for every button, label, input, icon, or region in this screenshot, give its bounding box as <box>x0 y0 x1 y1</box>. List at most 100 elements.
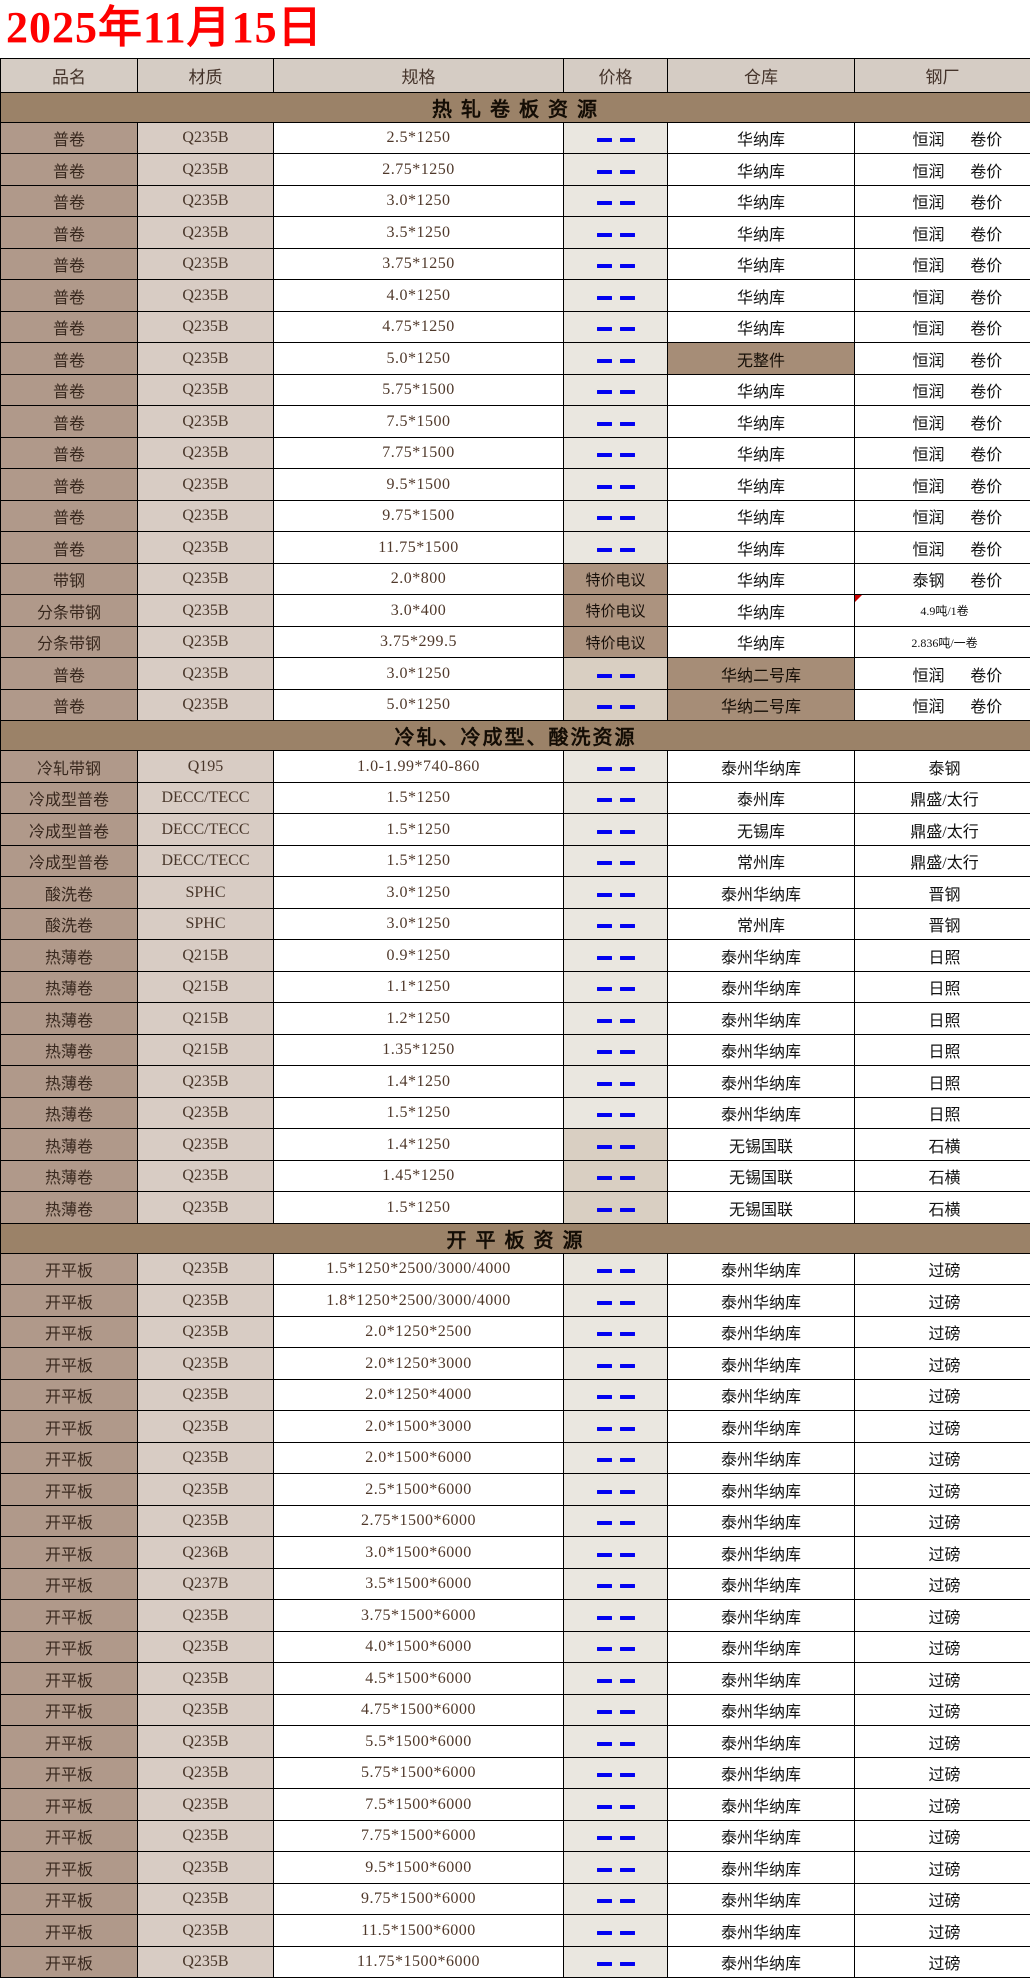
no-price-dash-icon <box>593 1490 639 1494</box>
mill-name: 恒润 <box>883 410 971 434</box>
dash-bar <box>597 1710 612 1714</box>
product-name-cell: 冷轧带钢 <box>1 751 138 783</box>
mill-cell: 2.836吨/一卷 <box>855 626 1030 658</box>
no-price-dash-icon <box>593 453 639 457</box>
mill-name: 日照 <box>899 944 987 968</box>
material-cell: Q235B <box>138 1474 274 1506</box>
spec-cell: 9.5*1500 <box>274 469 564 501</box>
mill-name: 泰钢 <box>899 755 987 779</box>
product-name-cell: 冷成型普卷 <box>1 845 138 877</box>
mill-name: 恒润 <box>883 473 971 497</box>
mill-name: 日照 <box>899 1070 987 1094</box>
mill-name: 过磅 <box>899 1635 987 1659</box>
product-name-cell: 开平板 <box>1 1505 138 1537</box>
spec-cell: 1.5*1250 <box>274 782 564 814</box>
price-cell <box>564 689 668 721</box>
product-name-cell: 热薄卷 <box>1 1129 138 1161</box>
dash-bar <box>620 1805 635 1809</box>
mill-cell: 过磅 <box>855 1379 1030 1411</box>
price-cell <box>564 500 668 532</box>
price-cell <box>564 1568 668 1600</box>
warehouse-cell: 泰州华纳库 <box>668 1442 855 1474</box>
price-cell <box>564 1946 668 1978</box>
dash-bar <box>620 830 635 834</box>
dash-bar <box>597 1521 612 1525</box>
dash-bar <box>620 1208 635 1212</box>
material-cell: Q235B <box>138 1631 274 1663</box>
product-name-cell: 普卷 <box>1 532 138 564</box>
spec-cell: 3.0*1250 <box>274 658 564 690</box>
spec-cell: 4.0*1500*6000 <box>274 1631 564 1663</box>
warehouse-cell: 华纳库 <box>668 563 855 595</box>
mill-cell: 日照 <box>855 1034 1030 1066</box>
mill-name: 恒润 <box>883 189 971 213</box>
product-name-cell: 热薄卷 <box>1 1160 138 1192</box>
material-cell: Q235B <box>138 1883 274 1915</box>
dash-bar <box>597 233 612 237</box>
spec-cell: 3.75*299.5 <box>274 626 564 658</box>
price-cell <box>564 1663 668 1695</box>
spec-cell: 1.4*1250 <box>274 1066 564 1098</box>
spec-cell: 3.0*1250 <box>274 908 564 940</box>
no-price-dash-icon <box>593 1269 639 1273</box>
dash-bar <box>620 390 635 394</box>
mill-cell: 过磅 <box>855 1757 1030 1789</box>
product-name-cell: 开平板 <box>1 1442 138 1474</box>
product-name-cell: 开平板 <box>1 1663 138 1695</box>
spec-cell: 2.5*1500*6000 <box>274 1474 564 1506</box>
no-price-dash-icon <box>593 1145 639 1149</box>
product-name-cell: 热薄卷 <box>1 971 138 1003</box>
mill-cell: 晋钢 <box>855 877 1030 909</box>
mill-cell: 过磅 <box>855 1411 1030 1443</box>
product-name-cell: 开平板 <box>1 1883 138 1915</box>
price-cell <box>564 1726 668 1758</box>
dash-bar <box>597 327 612 331</box>
spec-cell: 11.5*1500*6000 <box>274 1915 564 1947</box>
material-cell: Q235B <box>138 1192 274 1224</box>
material-cell: Q235B <box>138 1129 274 1161</box>
price-cell <box>564 1757 668 1789</box>
dash-bar <box>620 798 635 802</box>
no-price-dash-icon <box>593 138 639 142</box>
mill-cell: 过磅 <box>855 1852 1030 1884</box>
product-name-cell: 开平板 <box>1 1568 138 1600</box>
product-name-cell: 普卷 <box>1 217 138 249</box>
price-cell: 特价电议 <box>564 595 668 627</box>
spec-cell: 9.75*1500 <box>274 500 564 532</box>
mill-name: 石横 <box>899 1164 987 1188</box>
no-price-dash-icon <box>593 705 639 709</box>
product-name-cell: 普卷 <box>1 469 138 501</box>
mill-name: 过磅 <box>899 1604 987 1628</box>
column-header-name: 品名 <box>1 58 138 92</box>
mill-price-note: 卷价 <box>970 504 1002 528</box>
price-cell <box>564 1631 668 1663</box>
no-price-dash-icon <box>593 1805 639 1809</box>
dash-bar <box>597 1301 612 1305</box>
mill-name: 恒润 <box>883 347 971 371</box>
dash-bar <box>597 1647 612 1651</box>
product-name-cell: 普卷 <box>1 248 138 280</box>
warehouse-cell: 华纳库 <box>668 248 855 280</box>
dash-bar <box>620 1742 635 1746</box>
dash-bar <box>597 1679 612 1683</box>
mill-name: 过磅 <box>899 1415 987 1439</box>
no-price-dash-icon <box>593 1521 639 1525</box>
material-cell: Q235B <box>138 1852 274 1884</box>
mill-price-note: 卷价 <box>970 252 1002 276</box>
spec-cell: 1.5*1250 <box>274 845 564 877</box>
dash-bar <box>620 296 635 300</box>
spec-cell: 3.5*1250 <box>274 217 564 249</box>
material-cell: Q195 <box>138 751 274 783</box>
price-cell <box>564 1348 668 1380</box>
spec-cell: 9.5*1500*6000 <box>274 1852 564 1884</box>
mill-price-note: 卷价 <box>970 126 1002 150</box>
